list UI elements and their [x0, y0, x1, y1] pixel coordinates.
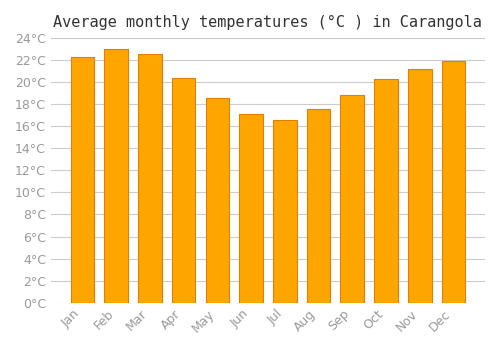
Bar [104, 49, 128, 303]
Bar [306, 108, 330, 303]
Bar [408, 69, 432, 303]
Bar [206, 98, 229, 303]
Bar [442, 61, 466, 303]
Title: Average monthly temperatures (°C ) in Carangola: Average monthly temperatures (°C ) in Ca… [54, 15, 482, 30]
Bar [172, 78, 196, 303]
Bar [374, 79, 398, 303]
Bar [273, 120, 296, 303]
Bar [240, 114, 263, 303]
Bar [70, 57, 94, 303]
Bar [138, 54, 162, 303]
Bar [340, 96, 364, 303]
